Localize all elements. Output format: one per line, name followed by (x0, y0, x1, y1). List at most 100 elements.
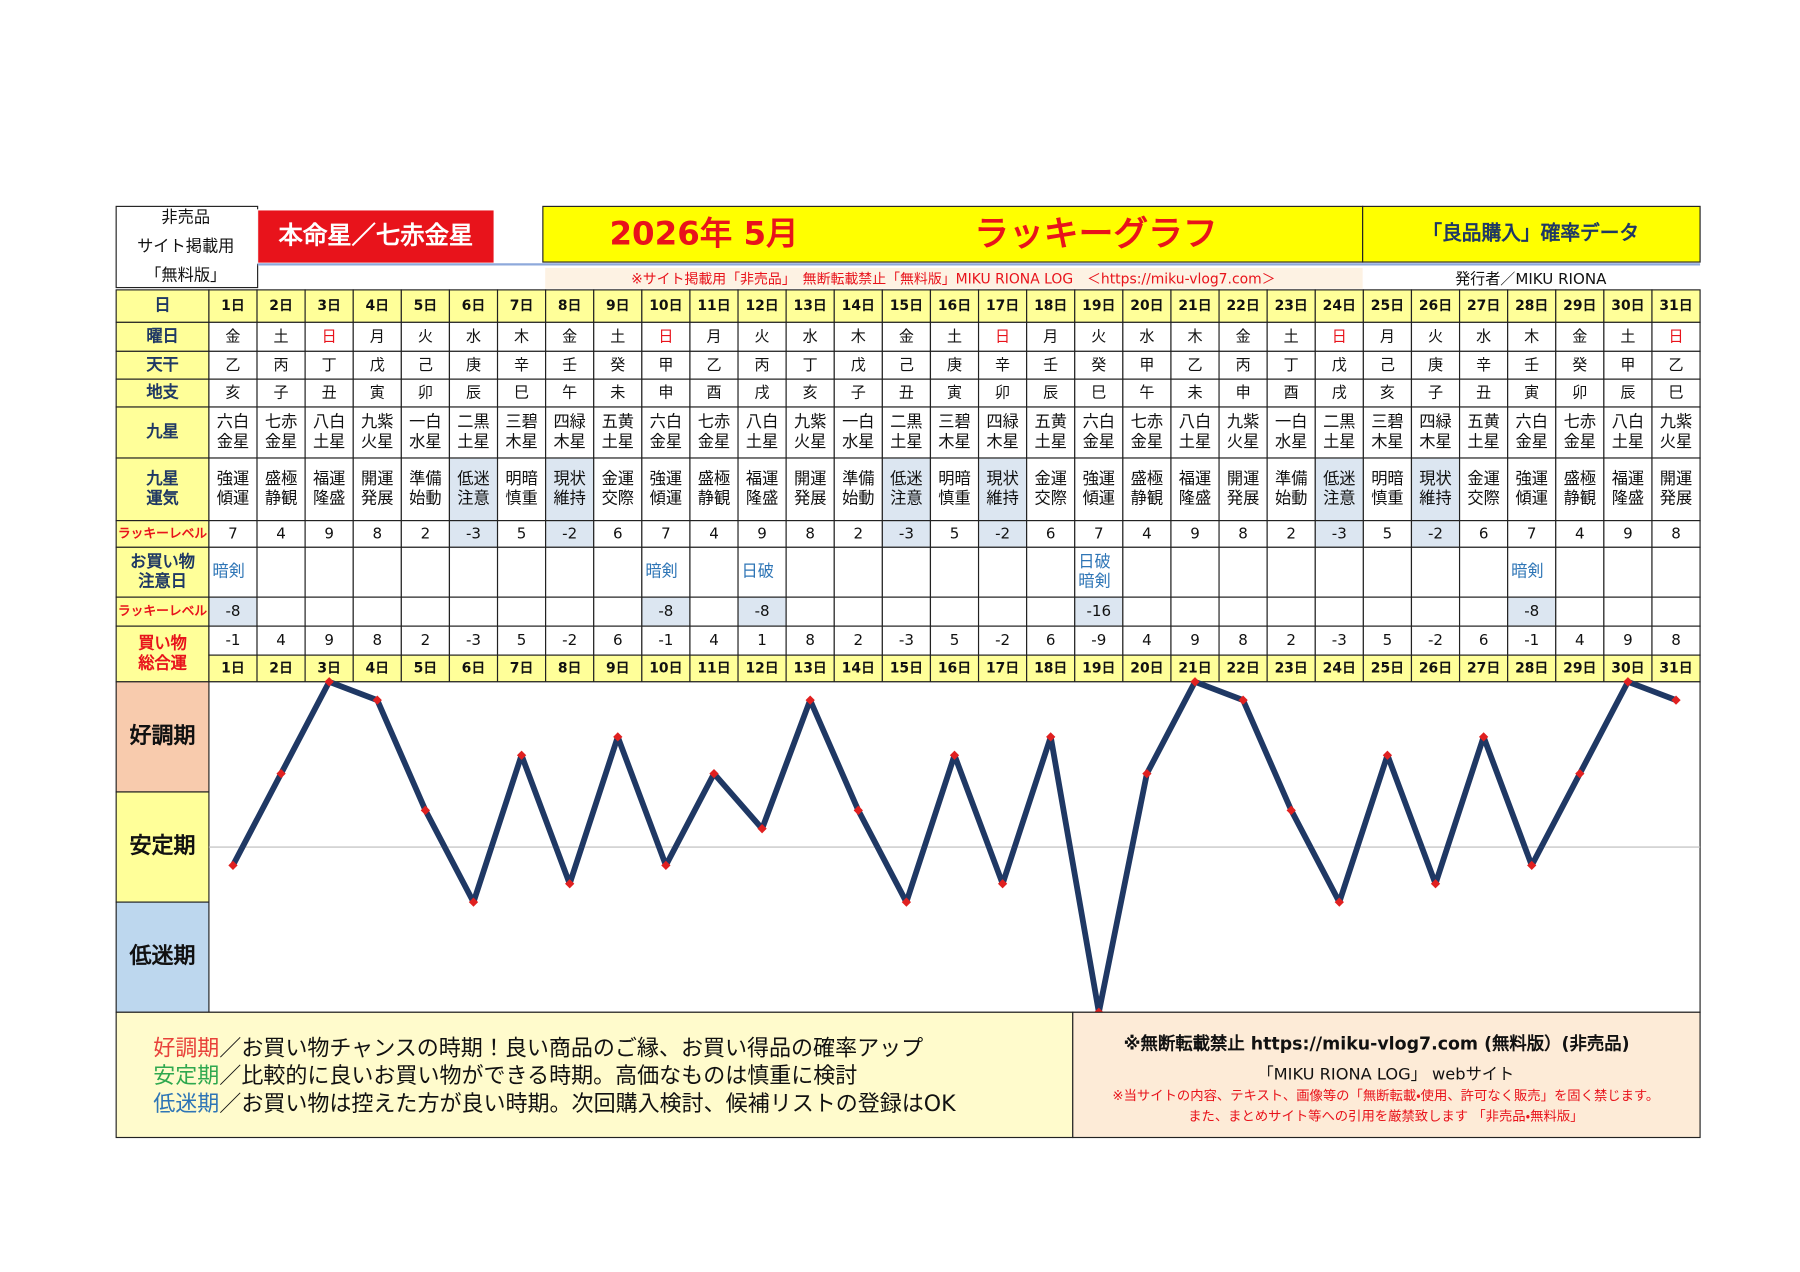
cell (1555, 596, 1605, 627)
cell-text: 壬 (1043, 356, 1058, 374)
cell-text: 木 (1524, 327, 1539, 345)
header-left-line: サイト掲載用 (137, 236, 234, 255)
cell (352, 457, 402, 522)
cell-text: 八白 (313, 412, 345, 431)
data-point (276, 768, 286, 779)
cell-text: 静観 (265, 489, 297, 508)
row-label: 曜日 (146, 326, 178, 345)
cell-text: 26日 (1419, 298, 1452, 314)
cell (1266, 289, 1316, 323)
cell (1362, 625, 1413, 656)
cell-text: 火星 (361, 432, 393, 451)
cell-text: 月 (706, 327, 721, 345)
notice-box (545, 267, 1363, 289)
cell-text: 亥 (1380, 384, 1395, 402)
cell-text: -8 (225, 602, 240, 620)
cell (977, 654, 1028, 683)
cell (208, 289, 258, 323)
cell (256, 520, 306, 548)
cell-text: 三碧 (505, 412, 537, 431)
cell (1170, 350, 1220, 380)
legend-term: 低迷期 (153, 1092, 219, 1117)
cell-text: 木星 (1419, 432, 1451, 451)
row-label-cell (115, 289, 210, 323)
cell-text: 2 (421, 631, 431, 649)
cell-text: -9 (1091, 631, 1106, 649)
cell-text: 日 (995, 327, 1010, 345)
data-point (1142, 768, 1152, 779)
header-left-line: 「無料版」 (145, 265, 226, 284)
cell (1603, 378, 1653, 408)
cell-text: 24日 (1323, 660, 1356, 676)
cell (881, 546, 932, 598)
cell (400, 596, 451, 627)
cell-text: 土星 (457, 432, 489, 451)
data-point (949, 750, 960, 760)
cell-text: -1 (658, 631, 673, 649)
cell-text: 6 (1479, 631, 1489, 649)
data-point (1286, 805, 1296, 815)
cell (785, 625, 835, 656)
cell (352, 350, 402, 380)
row-label: 天干 (146, 355, 178, 374)
cell-text: 日 (322, 327, 337, 345)
cell-text: 強運 (217, 469, 249, 488)
cell-text: 6 (1046, 631, 1056, 649)
cell (929, 406, 980, 459)
cell (977, 289, 1028, 323)
cell-text: 八白 (746, 412, 778, 431)
cell-text: 明暗 (1371, 469, 1403, 488)
cell-text: 水星 (842, 432, 874, 451)
honmei-box (257, 209, 495, 264)
cell-text: 一白 (1275, 412, 1307, 431)
cell-text: 開運 (361, 469, 393, 488)
cell-text: 8 (1671, 524, 1681, 542)
data-point (372, 695, 382, 705)
cell (1218, 406, 1268, 459)
cell (1026, 321, 1076, 352)
cell (1314, 596, 1364, 627)
cell (1170, 596, 1220, 627)
row-label: ラッキーレベル (118, 526, 207, 541)
cell (1026, 457, 1076, 522)
cell-text: 六白 (650, 412, 682, 431)
cell (1122, 406, 1172, 459)
cell (929, 321, 980, 352)
cell-text: 金 (225, 327, 240, 345)
cell-text: 月 (1043, 327, 1058, 345)
row-label: 日 (154, 296, 170, 315)
cell (593, 350, 643, 380)
cell-text: 土 (1284, 327, 1299, 345)
cell (1122, 289, 1172, 323)
cell (641, 289, 691, 323)
cell-text: 開運 (1660, 469, 1692, 488)
cell-text: 丁 (803, 356, 818, 374)
cell-text: 土星 (1034, 432, 1066, 451)
cell (833, 520, 883, 548)
cell-text: 土星 (313, 432, 345, 451)
cell-text: 強運 (1515, 469, 1547, 488)
cell-text: 午 (562, 384, 577, 402)
cell-text: 23日 (1275, 660, 1308, 676)
cell-text: 暗剣 (212, 562, 244, 581)
cell-text: 25日 (1371, 298, 1404, 314)
cell-text: 八白 (1179, 412, 1211, 431)
cell (256, 406, 306, 459)
cell-text: 低迷 (457, 469, 489, 488)
cell (1555, 378, 1605, 408)
cell-text: 29日 (1563, 298, 1596, 314)
cell-text: 慎重 (1371, 489, 1403, 508)
cell-text: 水 (1139, 327, 1154, 345)
cell-text: 2 (853, 524, 863, 542)
data-point (1671, 695, 1681, 705)
cell (785, 350, 835, 380)
cell-text: 4 (709, 524, 719, 542)
cell-text: 巳 (1091, 384, 1106, 402)
cell-text: 木 (1187, 327, 1202, 345)
cell-text: 8 (1671, 631, 1681, 649)
cell-text: 維持 (986, 489, 1018, 508)
cell-text: 丁 (1284, 356, 1299, 374)
cell-text: 土星 (1612, 432, 1644, 451)
cell-text: 8 (372, 524, 382, 542)
